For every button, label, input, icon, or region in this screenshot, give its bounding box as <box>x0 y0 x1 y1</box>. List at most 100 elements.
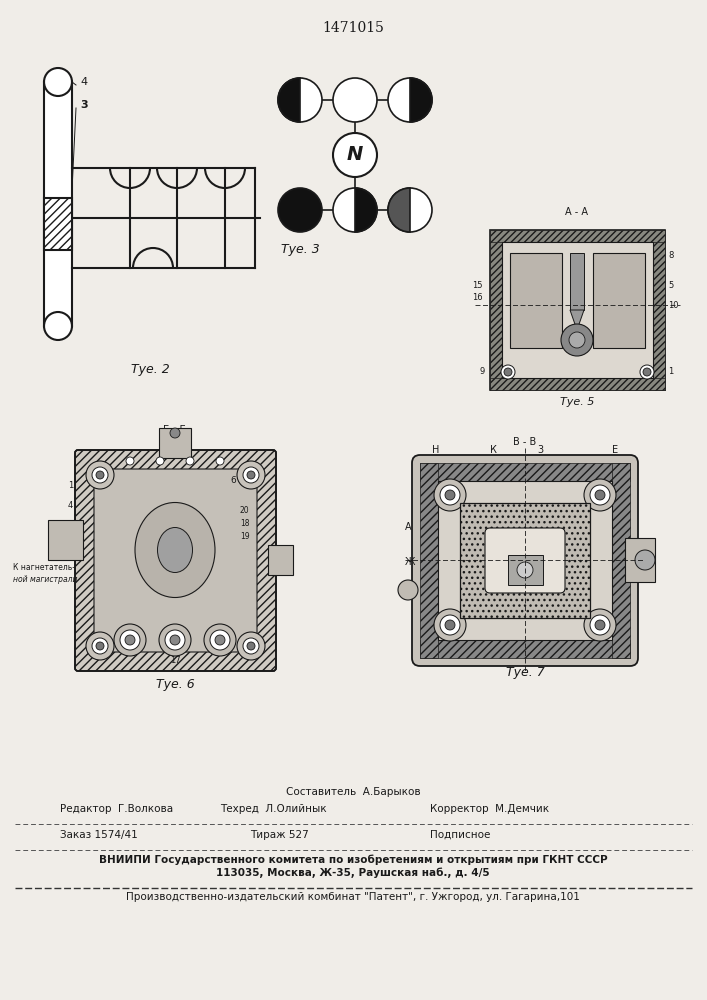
Wedge shape <box>355 188 377 232</box>
Circle shape <box>210 630 230 650</box>
Circle shape <box>388 78 432 122</box>
Bar <box>44 198 72 250</box>
Circle shape <box>501 365 515 379</box>
Bar <box>508 555 543 585</box>
Text: В - В: В - В <box>513 437 537 447</box>
Text: 1471015: 1471015 <box>322 21 384 35</box>
Circle shape <box>445 620 455 630</box>
Circle shape <box>86 632 114 660</box>
Bar <box>510 253 562 348</box>
Circle shape <box>635 550 655 570</box>
Circle shape <box>333 188 377 232</box>
Text: Е: Е <box>612 445 618 455</box>
Text: Τуе. 2: Τуе. 2 <box>131 363 170 376</box>
Text: 19: 19 <box>240 532 250 541</box>
Circle shape <box>584 479 616 511</box>
Text: 9: 9 <box>480 367 485 376</box>
Circle shape <box>590 485 610 505</box>
Circle shape <box>86 461 114 489</box>
Text: 20: 20 <box>240 506 250 515</box>
Text: ной магистрали: ной магистрали <box>13 575 78 584</box>
Circle shape <box>120 630 140 650</box>
Ellipse shape <box>135 502 215 597</box>
Circle shape <box>96 471 104 479</box>
Text: 1: 1 <box>68 481 74 490</box>
Circle shape <box>92 467 108 483</box>
Circle shape <box>243 638 259 654</box>
Text: К нагнетатель-: К нагнетатель- <box>13 563 75 572</box>
Circle shape <box>204 624 236 656</box>
Bar <box>502 242 653 378</box>
Ellipse shape <box>44 312 72 340</box>
Text: А: А <box>405 522 411 532</box>
FancyBboxPatch shape <box>485 528 565 593</box>
Circle shape <box>584 609 616 641</box>
Circle shape <box>643 368 651 376</box>
Circle shape <box>96 642 104 650</box>
Circle shape <box>170 428 180 438</box>
Bar <box>420 463 438 658</box>
Polygon shape <box>570 310 584 330</box>
Circle shape <box>125 635 135 645</box>
Bar <box>159 428 191 458</box>
Text: Корректор  М.Демчик: Корректор М.Демчик <box>430 804 549 814</box>
Bar <box>592 253 645 348</box>
Ellipse shape <box>158 528 192 572</box>
Circle shape <box>243 467 259 483</box>
Bar <box>460 503 590 618</box>
Text: 8: 8 <box>668 250 673 259</box>
Circle shape <box>156 457 164 465</box>
Circle shape <box>170 635 180 645</box>
Circle shape <box>640 365 654 379</box>
Bar <box>490 378 665 390</box>
Text: N: N <box>347 145 363 164</box>
Circle shape <box>215 635 225 645</box>
Circle shape <box>440 615 460 635</box>
Text: Тираж 527: Тираж 527 <box>250 830 309 840</box>
Circle shape <box>333 78 377 122</box>
Text: 17: 17 <box>170 656 180 665</box>
Circle shape <box>440 485 460 505</box>
Circle shape <box>247 642 255 650</box>
Circle shape <box>561 324 593 356</box>
Bar <box>653 230 665 390</box>
Circle shape <box>569 332 585 348</box>
Text: 3: 3 <box>80 100 88 110</box>
Text: А - А: А - А <box>566 207 588 217</box>
Text: Составитель  А.Барыков: Составитель А.Барыков <box>286 787 421 797</box>
Circle shape <box>434 479 466 511</box>
Circle shape <box>445 490 455 500</box>
Text: Производственно-издательский комбинат "Патент", г. Ужгород, ул. Гагарина,101: Производственно-издательский комбинат "П… <box>126 892 580 902</box>
Circle shape <box>114 624 146 656</box>
Text: Τуе. 5: Τуе. 5 <box>560 397 594 407</box>
Text: Подписное: Подписное <box>430 830 491 840</box>
Bar <box>490 230 665 390</box>
Circle shape <box>237 632 265 660</box>
Circle shape <box>247 471 255 479</box>
Circle shape <box>590 615 610 635</box>
Bar <box>612 463 630 658</box>
Circle shape <box>216 457 224 465</box>
Circle shape <box>595 490 605 500</box>
Text: Τуе. 7: Τуе. 7 <box>506 666 544 679</box>
FancyBboxPatch shape <box>75 450 276 671</box>
Bar <box>438 481 612 640</box>
Bar <box>420 640 630 658</box>
Text: Б - Б: Б - Б <box>163 425 187 435</box>
Text: 10: 10 <box>668 300 679 310</box>
Circle shape <box>398 580 418 600</box>
Bar <box>44 82 72 326</box>
Circle shape <box>278 188 322 232</box>
Bar <box>268 545 293 575</box>
Circle shape <box>165 630 185 650</box>
Circle shape <box>434 609 466 641</box>
Text: 16: 16 <box>472 294 483 302</box>
Circle shape <box>92 638 108 654</box>
Wedge shape <box>278 78 300 122</box>
Bar <box>420 463 630 481</box>
Wedge shape <box>388 188 410 232</box>
Circle shape <box>186 457 194 465</box>
Text: 4: 4 <box>68 501 74 510</box>
Circle shape <box>595 620 605 630</box>
Text: 5: 5 <box>668 280 673 290</box>
